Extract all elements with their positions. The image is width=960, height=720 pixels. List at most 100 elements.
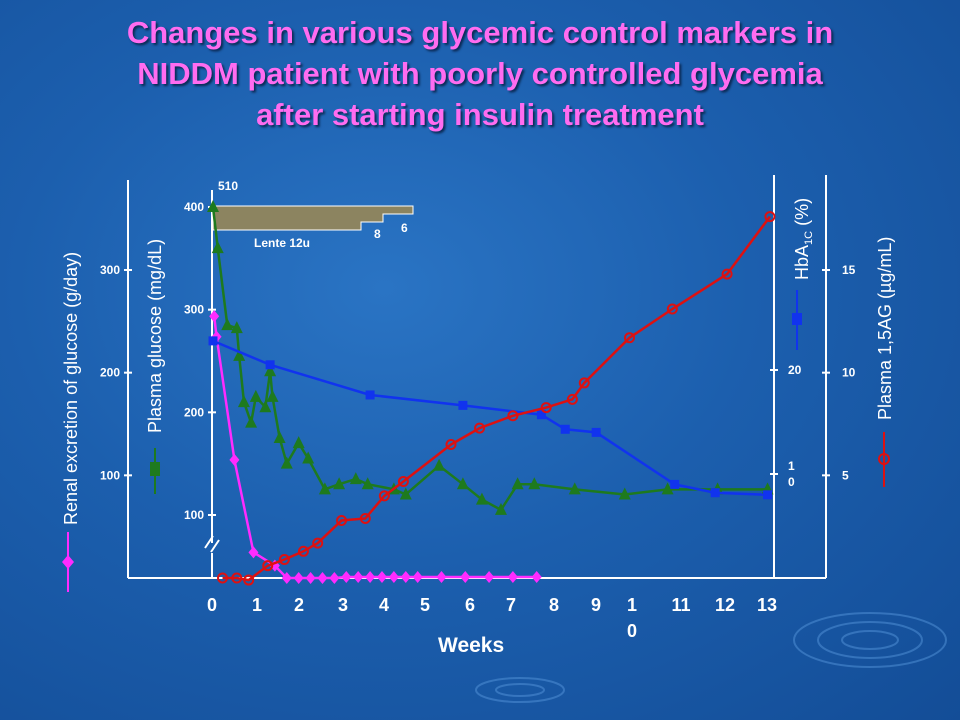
plasma-1-5ag-point — [721, 268, 733, 280]
ag15-tick-label: 15 — [842, 263, 856, 277]
ag15-tick-label: 5 — [842, 468, 849, 482]
hba1c-point — [560, 424, 570, 434]
x-tick-label: 11 — [671, 595, 690, 615]
x-tick-labels: 0 1 2 3 4 5 6 7 8 9 1 011 12 13 — [207, 595, 777, 641]
renal-excretion-of-glucose-point — [353, 570, 364, 583]
plasma-glucose-point — [302, 451, 315, 464]
plasma-1-5ag-point — [507, 410, 519, 422]
renal-excretion-of-glucose-point — [460, 570, 471, 583]
renal-excretion-of-glucose-point — [305, 572, 316, 584]
legend-hba1c — [792, 290, 802, 350]
hba1c-point — [265, 360, 275, 370]
legend-ag15 — [878, 432, 890, 487]
plasma-glucose-point — [661, 482, 674, 495]
plasma-glucose-point — [318, 482, 331, 495]
axis-break-mark — [204, 535, 220, 553]
hba1c-line — [212, 339, 768, 497]
plasma-glucose-series — [207, 200, 774, 515]
plasma-glucose-point — [494, 502, 507, 515]
hba1c-axis-label: HbA1C (%) — [792, 198, 815, 280]
plasma-glucose-point — [361, 477, 374, 490]
plasma-glucose-point — [233, 348, 246, 361]
x-tick-label: 6 — [465, 595, 475, 615]
insulin-dose-fill — [212, 205, 414, 231]
plasma-1-5ag-point — [764, 211, 776, 223]
hba1c-label-sub: 1C — [803, 231, 815, 245]
x-tick-label: 7 — [506, 595, 516, 615]
hba1c-point — [536, 410, 546, 420]
plasma-glucose-point — [528, 477, 541, 490]
plasma-glucose-point — [249, 389, 262, 402]
plasma-1-5ag-point — [359, 512, 371, 524]
renal-tick-label: 200 — [100, 366, 120, 380]
legend-renal — [62, 532, 74, 592]
insulin-dose-bar: Lente 12u 8 6 — [212, 205, 414, 250]
plasma-1-5ag-point — [312, 537, 324, 549]
insulin-step-8: 8 — [374, 227, 381, 241]
x-tick-label: 4 — [379, 595, 389, 615]
renal-excretion-of-glucose-point — [317, 572, 328, 584]
renal-excretion-of-glucose-point — [484, 570, 495, 583]
plasma-1-5ag-point — [336, 515, 348, 527]
plasma-1-5ag-point — [378, 490, 390, 502]
plasma-glucose-point — [568, 482, 581, 495]
plasma-glucose-line — [211, 206, 768, 512]
title-line-2: NIDDM patient with poorly controlled gly… — [137, 56, 823, 91]
renal-excretion-of-glucose-point — [341, 570, 352, 583]
renal-excretion-of-glucose-point — [365, 570, 376, 583]
renal-excretion-of-glucose-point — [400, 570, 411, 583]
chart-title: Changes in various glycemic control mark… — [20, 12, 940, 135]
legend-renal-marker — [62, 555, 74, 569]
hba1c-point — [710, 488, 720, 498]
series-layer — [207, 200, 776, 586]
plasma-glucose-point — [475, 492, 488, 505]
plasma-glucose-point — [618, 487, 631, 500]
plasma-1-5ag-point — [231, 572, 243, 584]
plasma-glucose-point — [433, 458, 446, 471]
axes — [127, 175, 827, 579]
plasma-1-5ag-point — [262, 560, 274, 572]
ag15-axis-label: Plasma 1,5AG (µg/mL) — [875, 237, 895, 420]
renal-tick-label: 300 — [100, 263, 120, 277]
plasma-1-5ag-series — [217, 211, 776, 586]
hba1c-point — [458, 400, 468, 410]
x-tick-label: 2 — [294, 595, 304, 615]
x-tick-label: 8 — [549, 595, 559, 615]
renal-excretion-of-glucose-line — [212, 316, 537, 580]
axis-ticks: 100 200 300 100 200 300 400 20 1 0 5 10 15 — [100, 200, 856, 522]
renal-excretion-of-glucose-point — [376, 570, 387, 583]
plasma-1-5ag-point — [217, 572, 229, 584]
plasma-glucose-point — [511, 477, 524, 490]
plasma-1-5ag-line — [222, 215, 771, 582]
legend-glucose-marker — [150, 462, 160, 476]
renal-excretion-of-glucose-point — [229, 453, 240, 466]
plasma-glucose-point — [333, 477, 346, 490]
plasma-glucose-point — [266, 389, 279, 402]
plasma-1-5ag-point — [540, 402, 552, 414]
legend-ag15-marker — [878, 453, 890, 465]
renal-excretion-of-glucose-point — [329, 572, 340, 584]
renal-excretion-of-glucose-point — [531, 570, 542, 583]
x-tick-label: 0 — [207, 595, 217, 615]
renal-excretion-of-glucose-point — [293, 572, 304, 584]
hba1c-point — [208, 336, 218, 346]
plasma-glucose-point — [264, 364, 277, 377]
plasma-1-5ag-point — [445, 439, 457, 451]
x-tick-label: 3 — [338, 595, 348, 615]
plasma-glucose-point — [292, 436, 305, 449]
renal-excretion-of-glucose-series — [209, 310, 542, 584]
plasma-1-5ag-point — [397, 475, 409, 487]
plasma-glucose-point — [211, 241, 224, 254]
title-line-1: Changes in various glycemic control mark… — [126, 15, 834, 50]
ag15-tick-label: 10 — [842, 366, 856, 380]
plasma-1-5ag-point — [578, 377, 590, 389]
renal-axis-label: Renal excretion of glucose (g/day) — [61, 252, 81, 525]
x-tick-label: 12 — [715, 595, 735, 615]
plasma-glucose-point — [207, 200, 219, 212]
insulin-label: Lente 12u — [254, 236, 310, 250]
plasma-glucose-point — [349, 472, 362, 485]
plasma-1-5ag-point — [278, 554, 290, 566]
